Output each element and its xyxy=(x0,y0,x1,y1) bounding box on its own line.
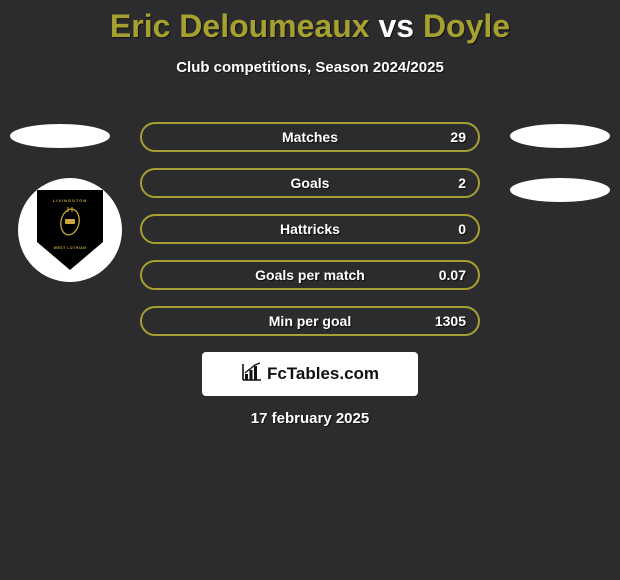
stat-row: Min per goal 1305 xyxy=(140,306,480,336)
stat-label: Matches xyxy=(282,129,338,145)
player1-flag-oval xyxy=(10,124,110,148)
stat-value-right: 1305 xyxy=(435,313,466,329)
player2-flag-oval xyxy=(510,124,610,148)
title-vs: vs xyxy=(370,8,423,44)
stat-value-right: 0 xyxy=(458,221,466,237)
player1-club-crest: LIVINGSTON WEST LOTHIAN xyxy=(18,178,122,282)
stat-row: Goals 2 xyxy=(140,168,480,198)
stats-list: Matches 29 Goals 2 Hattricks 0 Goals per… xyxy=(140,122,480,352)
stat-label: Goals per match xyxy=(255,267,365,283)
crest-emblem-icon xyxy=(55,207,85,237)
date: 17 february 2025 xyxy=(0,410,620,427)
fctables-link[interactable]: FcTables.com xyxy=(202,352,418,396)
stat-value-right: 0.07 xyxy=(439,267,466,283)
subtitle: Club competitions, Season 2024/2025 xyxy=(0,59,620,76)
crest-shield: LIVINGSTON WEST LOTHIAN xyxy=(37,190,103,270)
stat-value-right: 29 xyxy=(450,129,466,145)
stat-row: Hattricks 0 xyxy=(140,214,480,244)
crest-top-text: LIVINGSTON xyxy=(53,198,87,203)
stat-label: Min per goal xyxy=(269,313,351,329)
stat-row: Matches 29 xyxy=(140,122,480,152)
title-player1: Eric Deloumeaux xyxy=(110,8,370,44)
player2-club-oval xyxy=(510,178,610,202)
page-title: Eric Deloumeaux vs Doyle xyxy=(0,0,620,45)
brand-text: FcTables.com xyxy=(267,364,379,384)
stat-label: Goals xyxy=(291,175,330,191)
crest-bottom-text: WEST LOTHIAN xyxy=(54,246,87,250)
title-player2: Doyle xyxy=(423,8,510,44)
chart-icon xyxy=(241,362,263,387)
stat-value-right: 2 xyxy=(458,175,466,191)
stat-row: Goals per match 0.07 xyxy=(140,260,480,290)
stat-label: Hattricks xyxy=(280,221,340,237)
